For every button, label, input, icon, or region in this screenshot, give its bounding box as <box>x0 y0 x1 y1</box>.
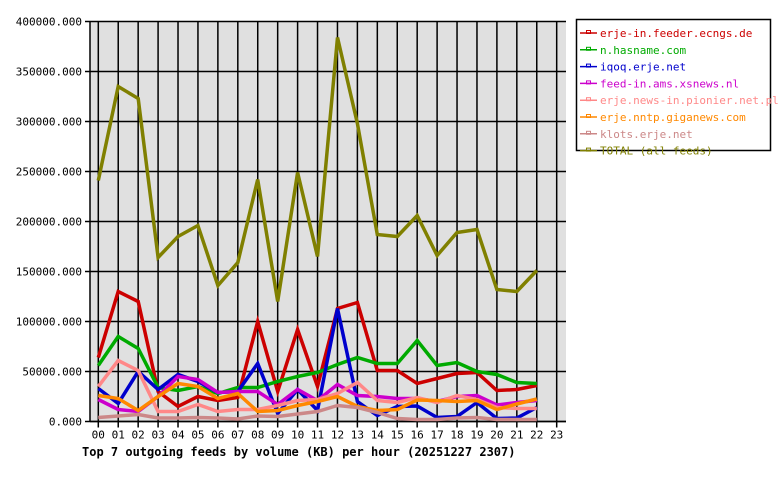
series-line-klots-erje-net <box>98 403 537 422</box>
legend-marker-icon <box>586 147 591 152</box>
legend-label: feed-in.ams.xsnews.nl <box>600 77 739 90</box>
x-tick-label: 17 <box>430 429 443 442</box>
x-tick-label: 06 <box>211 429 224 442</box>
y-tick-label: 150000.000 <box>16 266 82 279</box>
x-tick-label: 00 <box>92 429 105 442</box>
x-tick-label: 23 <box>550 429 563 442</box>
x-tick-label: 01 <box>112 429 125 442</box>
legend-label: n.hasname.com <box>600 44 686 57</box>
legend-marker-icon <box>586 63 591 68</box>
legend-label: erje.news-in.pionier.net.pl <box>600 94 779 107</box>
series-line-total-all-feeds- <box>96 37 539 302</box>
series-line-erje-nntp-giganews-com <box>98 381 538 414</box>
legend-label: erje-in.feeder.ecngs.de <box>600 27 752 40</box>
x-tick-label: 20 <box>490 429 503 442</box>
legend: erje-in.feeder.ecngs.de n.hasname.com iqoq… <box>575 18 779 158</box>
legend-label: erje.nntp.giganews.com <box>600 111 746 124</box>
series-line-erje-news-in-pionier-net-pl <box>96 358 537 414</box>
legend-label: klots.erje.net <box>600 128 693 141</box>
x-tick-label: 04 <box>171 429 185 442</box>
x-tick-label: 07 <box>231 429 244 442</box>
x-tick-label: 09 <box>271 429 284 442</box>
legend-label: TOTAL (all feeds) <box>600 145 713 158</box>
legend-marker-icon <box>586 30 591 34</box>
x-tick-label: 16 <box>411 429 424 442</box>
x-tick-label: 10 <box>291 429 304 442</box>
x-tick-label: 13 <box>351 429 364 442</box>
chart-title: Top 7 outgoing feeds by volume (KB) per … <box>82 445 515 459</box>
y-tick-label: 200000.000 <box>16 216 82 229</box>
x-tick-label: 14 <box>371 429 385 442</box>
x-tick-label: 18 <box>450 429 463 442</box>
x-tick-label: 02 <box>132 429 145 442</box>
y-tick-label: 0.000 <box>49 416 82 429</box>
legend-marker-icon <box>586 130 591 135</box>
legend-marker-icon <box>586 97 591 102</box>
x-tick-label: 22 <box>530 429 543 442</box>
y-tick-label: 50000.000 <box>22 366 82 379</box>
x-tick-label: 21 <box>510 429 523 442</box>
x-axis: 00 01 02 03 04 05 06 07 08 09 10 11 12 13 14 15 16 17 18 19… <box>90 420 566 442</box>
x-tick-label: 03 <box>151 429 164 442</box>
y-tick-label: 100000.000 <box>16 316 82 329</box>
x-tick-label: 12 <box>331 429 344 442</box>
grid-lines <box>90 20 566 423</box>
legend-label: iqoq.erje.net <box>600 61 686 74</box>
y-tick-label: 250000.000 <box>16 166 82 179</box>
x-tick-label: 11 <box>311 429 324 442</box>
x-tick-label: 08 <box>251 429 264 442</box>
y-tick-label: 300000.000 <box>16 116 82 129</box>
legend-box <box>575 18 772 152</box>
x-tick-label: 15 <box>391 429 404 442</box>
legend-marker-icon <box>586 80 591 85</box>
data-series <box>96 37 539 422</box>
x-tick-label: 19 <box>470 429 483 442</box>
legend-marker-icon <box>586 114 591 118</box>
legend-marker-icon <box>586 46 591 51</box>
series-line-erje-in-feeder-ecngs-de <box>96 289 538 409</box>
y-tick-label: 400000.000 <box>16 16 82 29</box>
y-tick-label: 350000.000 <box>16 66 82 79</box>
y-axis: 0.000 50000.000 100000.000 150000.000 200000… <box>16 16 91 429</box>
x-tick-label: 05 <box>191 429 204 442</box>
